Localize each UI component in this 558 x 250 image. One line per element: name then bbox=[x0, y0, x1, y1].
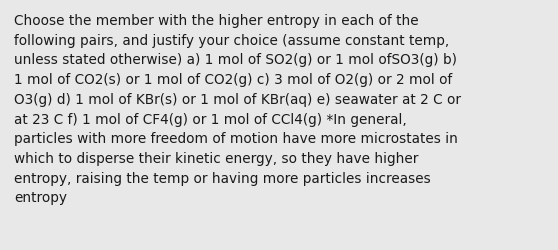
Text: Choose the member with the higher entropy in each of the
following pairs, and ju: Choose the member with the higher entrop… bbox=[14, 14, 461, 205]
